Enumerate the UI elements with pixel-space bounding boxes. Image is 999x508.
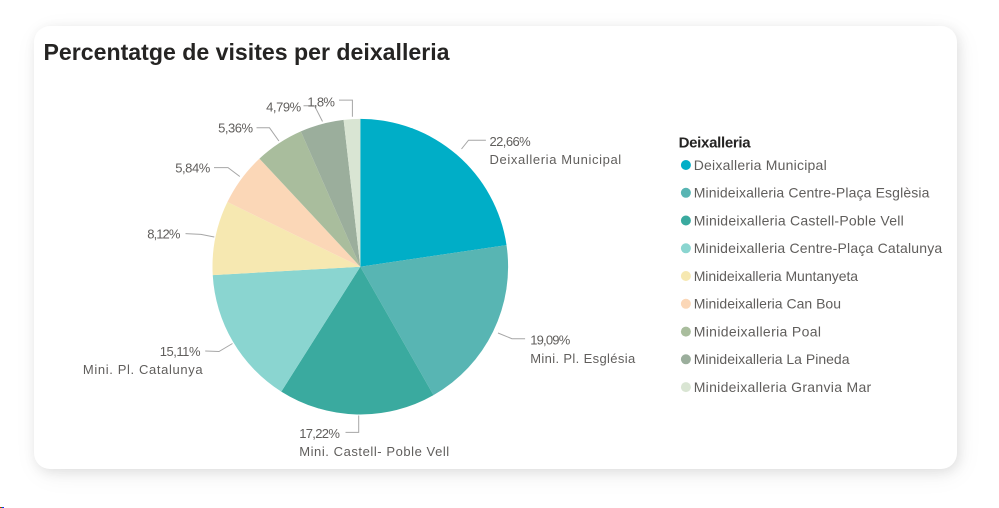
svg-text:Minideixalleria Centre-Plaça E: Minideixalleria Centre-Plaça Esglèsia bbox=[694, 185, 930, 201]
svg-text:Minideixalleria La Pineda: Minideixalleria La Pineda bbox=[694, 351, 850, 367]
svg-text:Mini. Castell- Poble Vell: Mini. Castell- Poble Vell bbox=[299, 444, 449, 459]
svg-text:8,12%: 8,12% bbox=[147, 226, 181, 241]
svg-text:4,79%: 4,79% bbox=[266, 100, 302, 115]
svg-text:5,36%: 5,36% bbox=[218, 121, 253, 136]
svg-text:1,8%: 1,8% bbox=[307, 94, 335, 109]
svg-text:17,22%: 17,22% bbox=[299, 426, 340, 441]
svg-text:Minideixalleria Granvia Mar: Minideixalleria Granvia Mar bbox=[694, 379, 872, 395]
svg-text:Minideixalleria Castell-Poble: Minideixalleria Castell-Poble Vell bbox=[694, 212, 904, 228]
svg-text:Minideixalleria Muntanyeta: Minideixalleria Muntanyeta bbox=[694, 268, 859, 284]
svg-text:Deixalleria: Deixalleria bbox=[679, 135, 752, 152]
svg-text:15,11%: 15,11% bbox=[160, 344, 201, 359]
svg-text:Minideixalleria Centre-Plaça C: Minideixalleria Centre-Plaça Catalunya bbox=[694, 240, 943, 256]
svg-text:Minideixalleria Poal: Minideixalleria Poal bbox=[694, 324, 821, 340]
svg-text:Deixalleria Municipal: Deixalleria Municipal bbox=[694, 157, 827, 173]
svg-text:Minideixalleria Can Bou: Minideixalleria Can Bou bbox=[694, 296, 841, 312]
svg-text:Mini. Pl. Església: Mini. Pl. Església bbox=[530, 351, 636, 366]
svg-text:Mini. Pl. Catalunya: Mini. Pl. Catalunya bbox=[83, 362, 203, 377]
svg-text:22,66%: 22,66% bbox=[490, 134, 532, 149]
svg-text:5,84%: 5,84% bbox=[175, 161, 211, 176]
svg-text:Deixalleria Municipal: Deixalleria Municipal bbox=[490, 152, 622, 167]
svg-text:19,09%: 19,09% bbox=[530, 333, 571, 348]
svg-text:Percentatge de visites per dei: Percentatge de visites per deixalleria bbox=[44, 39, 450, 65]
